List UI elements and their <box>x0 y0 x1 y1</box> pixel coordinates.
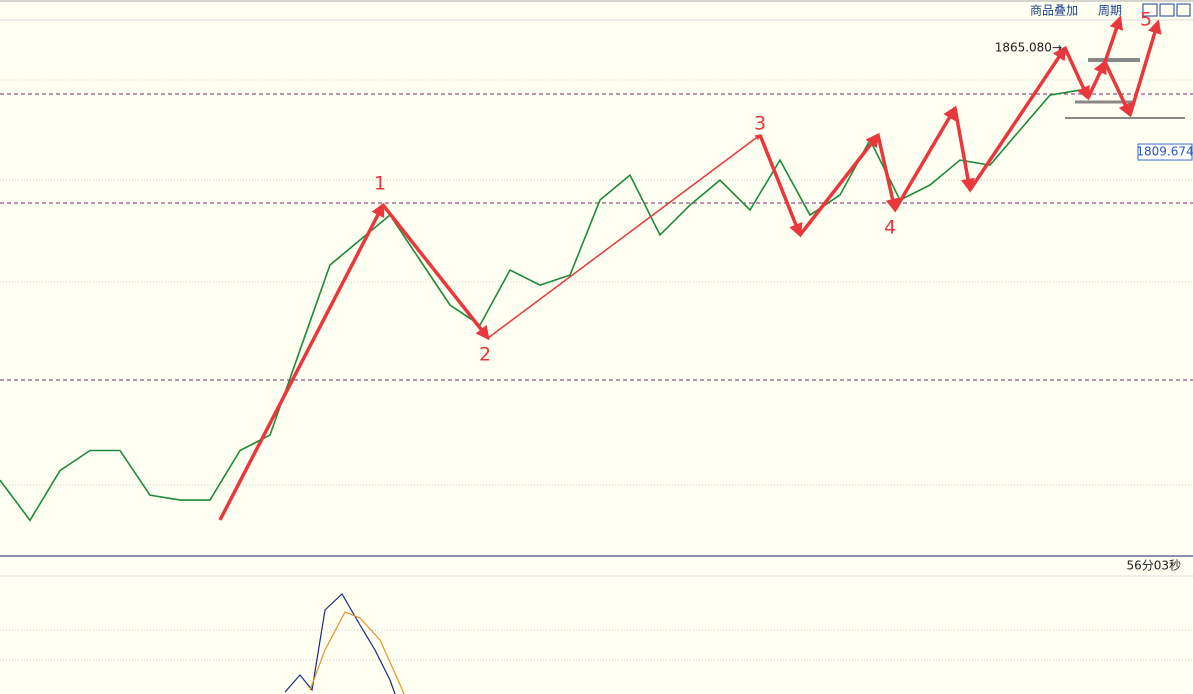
indicator <box>284 593 405 694</box>
last-price-label: 1809.674 <box>1136 145 1193 159</box>
wave-label: 5 <box>1140 9 1152 31</box>
wave-arrow <box>968 45 1067 191</box>
wave-arrow <box>1063 47 1090 101</box>
indicator-line <box>284 593 396 694</box>
indicator-line <box>309 611 405 694</box>
grid <box>0 79 1193 661</box>
wave-arrow <box>487 134 761 339</box>
wave-arrows <box>218 15 1162 521</box>
wave-label: 1 <box>374 173 386 195</box>
wave-arrow <box>893 105 957 211</box>
control-button[interactable] <box>1159 3 1175 17</box>
wave-arrow <box>758 134 803 238</box>
control-button[interactable] <box>1142 3 1158 17</box>
wave-arrow <box>1103 15 1124 63</box>
wave-arrow <box>953 107 975 193</box>
wave-arrow <box>381 203 490 341</box>
wave-label: 2 <box>479 344 491 366</box>
high-price-label: 1865.080→ <box>995 41 1062 55</box>
window-controls <box>1142 3 1191 17</box>
wave-arrow <box>798 132 880 237</box>
countdown: 56分03秒 <box>1126 559 1181 573</box>
toolbar-button[interactable]: 周期 <box>1098 4 1122 18</box>
wave-arrow <box>876 134 900 213</box>
wave-arrow <box>1086 59 1107 99</box>
wave-label: 3 <box>754 113 766 135</box>
wave-arrow <box>1103 61 1132 118</box>
wave-arrow <box>1128 19 1162 116</box>
last-price-box <box>1137 143 1193 161</box>
control-button[interactable] <box>1176 3 1191 17</box>
level-lines <box>0 93 1193 381</box>
wave-label: 4 <box>884 217 896 239</box>
wave-arrow <box>218 202 385 521</box>
toolbar-button[interactable]: 商品叠加 <box>1030 3 1078 18</box>
